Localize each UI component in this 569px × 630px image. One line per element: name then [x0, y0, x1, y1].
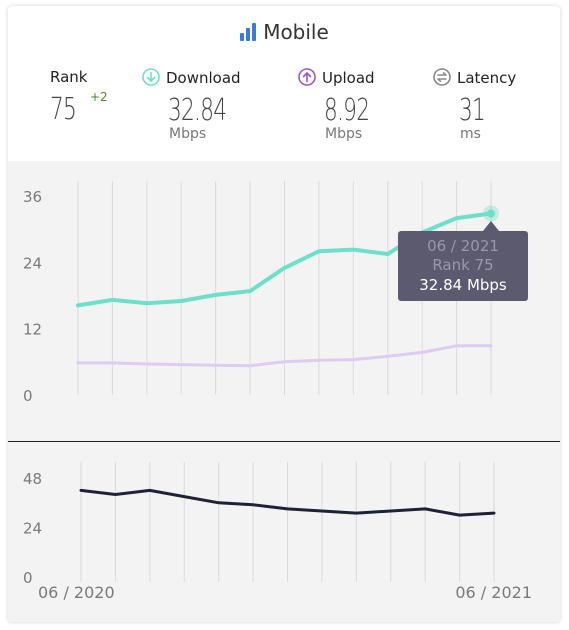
latency-chart-svg: 0 24 48 06 / 2020 06 / 2021 — [23, 462, 532, 602]
y-tick-label: 24 — [23, 254, 42, 272]
speed-chart: 0 12 24 36 06 / 2021 Rank 75 32.84 Mbps — [8, 161, 560, 441]
latency-chart: 0 24 48 06 / 2020 06 / 2021 — [8, 442, 560, 622]
tooltip-date: 06 / 2021 — [427, 237, 499, 255]
x-tick-label-start: 06 / 2020 — [38, 583, 115, 602]
latency-arrows-icon — [433, 68, 451, 86]
upload-unit: Mbps — [325, 126, 363, 142]
latency-series-line — [79, 488, 496, 517]
tooltip-value: 32.84 Mbps — [419, 276, 507, 294]
latency-value: 31 — [459, 93, 486, 128]
latency-unit: ms — [460, 126, 481, 142]
tooltip-box — [398, 231, 528, 301]
upload-series-line — [76, 344, 493, 368]
speed-card: Mobile Rank 75 +2 Download 32.84 Mbps — [8, 6, 560, 622]
tooltip-arrow — [483, 221, 499, 231]
y-tick-label: 36 — [23, 188, 42, 206]
download-stat: Download 32.84 Mbps — [142, 68, 262, 142]
latency-stat: Latency 31 ms — [433, 68, 553, 142]
chart-divider — [8, 441, 560, 442]
download-label: Download — [166, 69, 241, 87]
highlight-point — [487, 209, 495, 218]
latency-label: Latency — [457, 69, 517, 87]
x-tick-label-end: 06 / 2021 — [455, 583, 532, 602]
upload-arrow-icon — [298, 68, 316, 86]
y-tick-label: 12 — [23, 321, 42, 339]
y-tick-label: 24 — [23, 520, 42, 538]
rank-stat: Rank 75 — [50, 68, 170, 127]
upload-label: Upload — [322, 69, 375, 87]
download-value: 32.84 — [168, 93, 227, 128]
upload-value: 8.92 — [324, 93, 370, 128]
upload-stat: Upload 8.92 Mbps — [298, 68, 418, 142]
y-tick-label: 0 — [23, 387, 33, 405]
header: Mobile — [8, 20, 560, 46]
download-arrow-icon — [142, 68, 160, 86]
signal-bars-icon — [239, 22, 257, 46]
rank-label: Rank — [50, 68, 88, 86]
rank-value: 75 — [50, 92, 77, 127]
rank-change: +2 — [90, 90, 108, 104]
y-tick-label: 0 — [23, 569, 33, 587]
tooltip-rank: Rank 75 — [432, 256, 493, 274]
download-unit: Mbps — [169, 126, 207, 142]
page-title: Mobile — [263, 20, 329, 44]
y-tick-label: 48 — [23, 470, 42, 488]
